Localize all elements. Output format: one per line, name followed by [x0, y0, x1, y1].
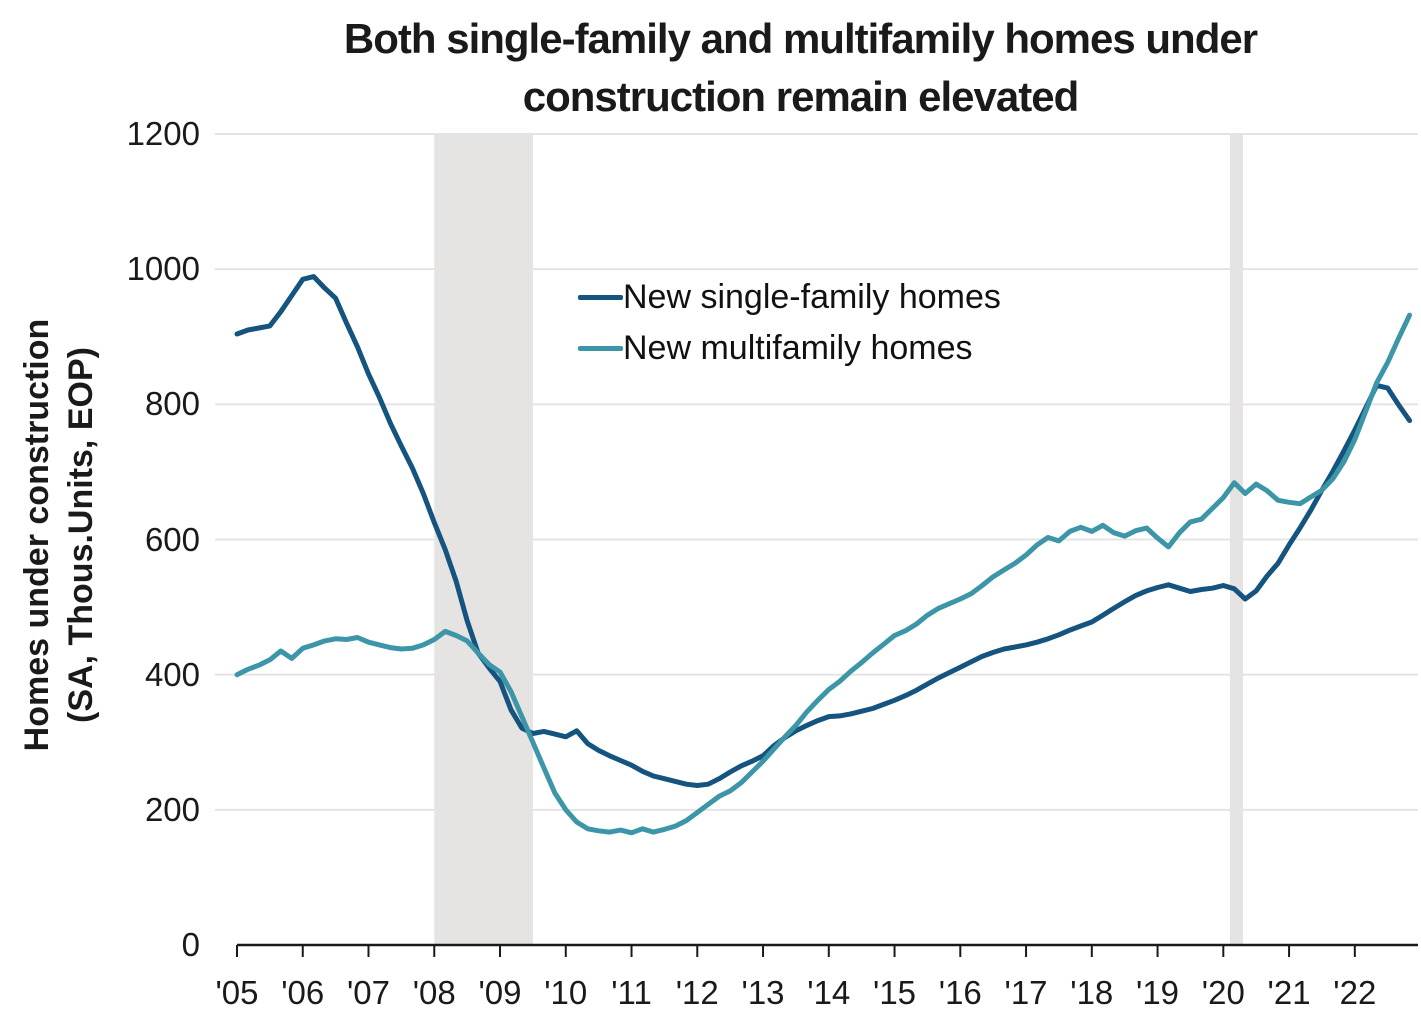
y-tick-label: 400 — [144, 655, 200, 693]
multifamily-line-swatch — [578, 345, 623, 351]
x-tick-label: '17 — [1004, 974, 1048, 1011]
x-tick-label: '07 — [346, 974, 390, 1011]
x-tick-label: '14 — [807, 974, 851, 1011]
x-tick-label: '20 — [1201, 974, 1245, 1011]
x-tick-label: '18 — [1070, 974, 1114, 1011]
legend-entry-multifamily: New multifamily homes — [578, 327, 1001, 369]
y-tick-label: 1200 — [126, 115, 200, 152]
legend-entry-single-family: New single-family homes — [578, 276, 1001, 318]
legend: New single-family homes New multifamily … — [578, 276, 1001, 369]
x-tick-label: '12 — [675, 974, 719, 1011]
x-tick-label: '06 — [281, 974, 325, 1011]
x-tick-label: '13 — [741, 974, 785, 1011]
legend-label-single-family: New single-family homes — [623, 278, 1001, 316]
series-line-multifamily — [234, 312, 1413, 836]
y-tick-label: 0 — [181, 926, 200, 963]
x-tick-label: '22 — [1333, 974, 1377, 1011]
x-tick-label: '05 — [215, 974, 259, 1011]
single-family-line-swatch — [578, 294, 623, 300]
y-tick-label: 200 — [144, 790, 200, 828]
y-tick-label: 1000 — [126, 250, 200, 288]
chart-title-line2: construction remain elevated — [522, 73, 1080, 120]
legend-label-multifamily: New multifamily homes — [623, 329, 973, 367]
x-tick-label: '08 — [412, 974, 456, 1011]
x-tick-label: '19 — [1136, 974, 1180, 1011]
y-tick-label: 800 — [144, 385, 200, 423]
x-tick-label: '11 — [611, 974, 652, 1011]
x-tick-label: '10 — [544, 974, 588, 1011]
chart-title-line1: Both single-family and multifamily homes… — [343, 15, 1258, 62]
x-tick-label: '15 — [873, 974, 917, 1011]
x-tick-label: '21 — [1267, 974, 1311, 1011]
x-tick-label: '09 — [478, 974, 522, 1011]
y-tick-label: 600 — [144, 520, 200, 558]
x-tick-label: '16 — [938, 974, 982, 1011]
chart-title: Both single-family and multifamily homes… — [180, 10, 1421, 126]
series-line-single-family — [234, 274, 1413, 788]
